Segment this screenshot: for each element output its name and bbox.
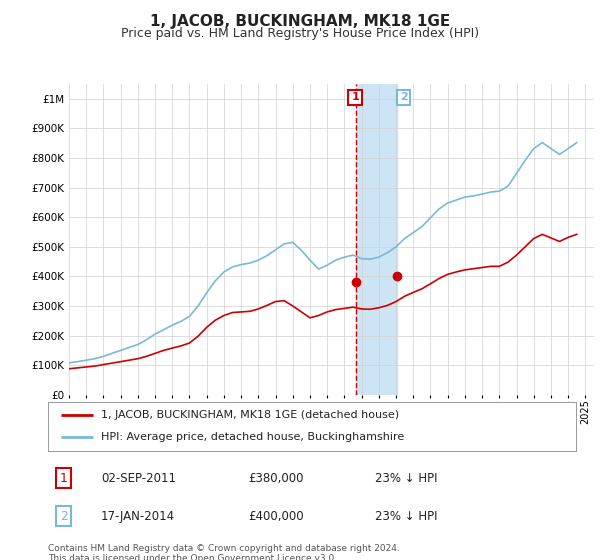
- Text: 1: 1: [351, 92, 359, 102]
- Text: HPI: Average price, detached house, Buckinghamshire: HPI: Average price, detached house, Buck…: [101, 432, 404, 442]
- Text: 02-SEP-2011: 02-SEP-2011: [101, 472, 176, 485]
- Bar: [356, 84, 397, 395]
- Text: £400,000: £400,000: [248, 510, 304, 523]
- Text: Contains HM Land Registry data © Crown copyright and database right 2024.
This d: Contains HM Land Registry data © Crown c…: [48, 544, 400, 560]
- Text: 1: 1: [60, 472, 68, 485]
- Text: £380,000: £380,000: [248, 472, 304, 485]
- Text: 23% ↓ HPI: 23% ↓ HPI: [376, 472, 438, 485]
- Text: 17-JAN-2014: 17-JAN-2014: [101, 510, 175, 523]
- Text: 2: 2: [400, 92, 407, 102]
- Text: 2: 2: [60, 510, 68, 523]
- Text: 1, JACOB, BUCKINGHAM, MK18 1GE: 1, JACOB, BUCKINGHAM, MK18 1GE: [150, 14, 450, 29]
- Text: 1, JACOB, BUCKINGHAM, MK18 1GE (detached house): 1, JACOB, BUCKINGHAM, MK18 1GE (detached…: [101, 410, 399, 420]
- Text: Price paid vs. HM Land Registry's House Price Index (HPI): Price paid vs. HM Land Registry's House …: [121, 27, 479, 40]
- Text: 23% ↓ HPI: 23% ↓ HPI: [376, 510, 438, 523]
